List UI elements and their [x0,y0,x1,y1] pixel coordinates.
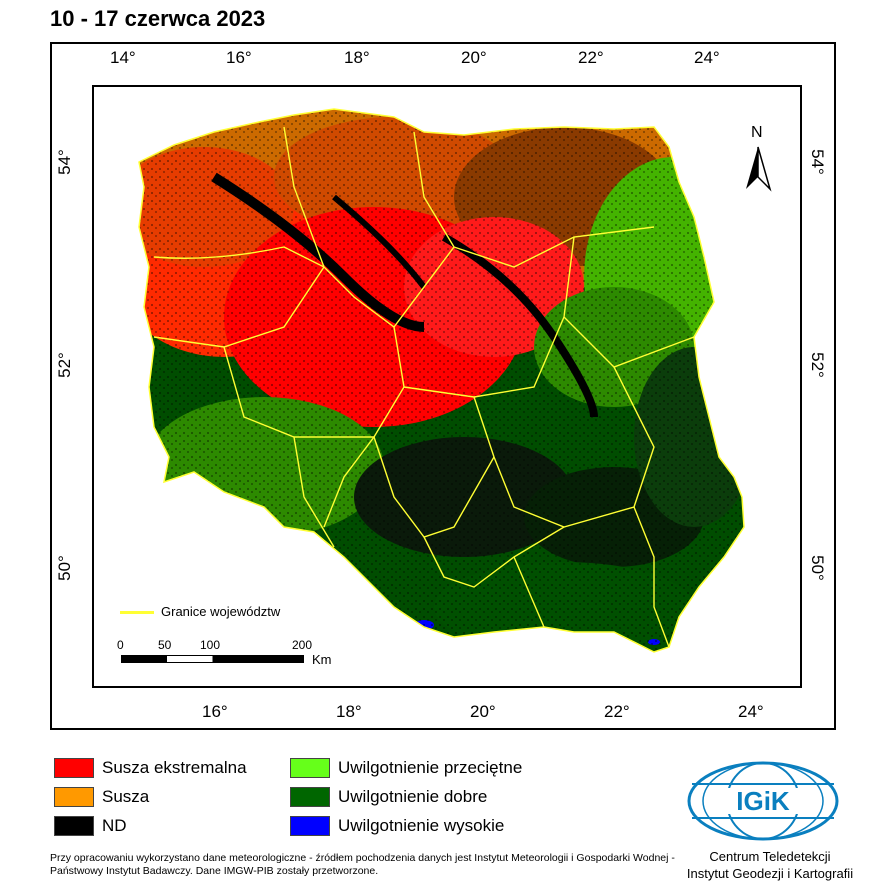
right-tick-50: 50° [807,555,827,581]
credit-line-2: Instytut Geodezji i Kartografii [686,866,854,881]
legend-label: ND [102,816,127,835]
footnote: Przy opracowaniu wykorzystano dane meteo… [50,852,675,877]
left-tick-52: 52° [54,352,74,378]
scale-label-50: 50 [158,638,172,652]
bottom-tick-20: 20° [470,702,496,721]
bottom-tick-22: 22° [604,702,630,721]
right-tick-52: 52° [807,352,827,378]
legend-high-moisture: Uwilgotnienie wysokie [290,816,504,836]
scale-unit: Km [312,652,332,667]
top-tick-18: 18° [344,48,370,67]
top-tick-22: 22° [578,48,604,67]
legend-label: Uwilgotnienie wysokie [338,816,505,835]
top-tick-14: 14° [110,48,136,67]
credit: Centrum Teledetekcji Instytut Geodezji i… [650,848,886,882]
voivodeship-boundaries [153,126,695,648]
north-label: N [751,124,763,141]
legend-label: Uwilgotnienie przeciętne [338,758,523,777]
poland-drought-map: N [138,108,772,653]
legend-drought: Susza [54,787,149,807]
legend-average-moisture: Uwilgotnienie przeciętne [290,758,522,778]
scale-label-200: 200 [292,638,313,652]
legend-swatch [290,787,330,807]
scale-bar [121,655,304,663]
bottom-tick-24: 24° [738,702,764,721]
north-arrow-icon [746,146,772,192]
legend-nd: ND [54,816,127,836]
igik-logo: IGiK [687,761,839,841]
bottom-tick-16: 16° [202,702,228,721]
legend-label: Susza [102,787,150,806]
legend-good-moisture: Uwilgotnienie dobre [290,787,487,807]
svg-text:IGiK: IGiK [736,786,790,816]
map-title: 10 - 17 czerwca 2023 [50,6,266,31]
right-tick-54: 54° [807,149,827,175]
left-tick-50: 50° [54,555,74,581]
bottom-tick-18: 18° [336,702,362,721]
map-panel: N [92,85,802,688]
boundary-legend-label: Granice województw [161,604,281,619]
top-tick-16: 16° [226,48,252,67]
legend-swatch [290,816,330,836]
scale-label-100: 100 [200,638,221,652]
legend-label: Uwilgotnienie dobre [338,787,488,806]
legend-swatch [54,758,94,778]
top-tick-24: 24° [694,48,720,67]
legend-label: Susza ekstremalna [102,758,247,777]
left-tick-54: 54° [54,149,74,175]
top-tick-20: 20° [461,48,487,67]
map-outer-frame [50,42,836,730]
legend-swatch [54,816,94,836]
legend-swatch [290,758,330,778]
legend-extreme-drought: Susza ekstremalna [54,758,247,778]
boundary-legend-line [120,611,154,614]
credit-line-1: Centrum Teledetekcji [709,849,831,864]
country-border [138,108,745,653]
legend-swatch [54,787,94,807]
scale-label-0: 0 [117,638,124,652]
